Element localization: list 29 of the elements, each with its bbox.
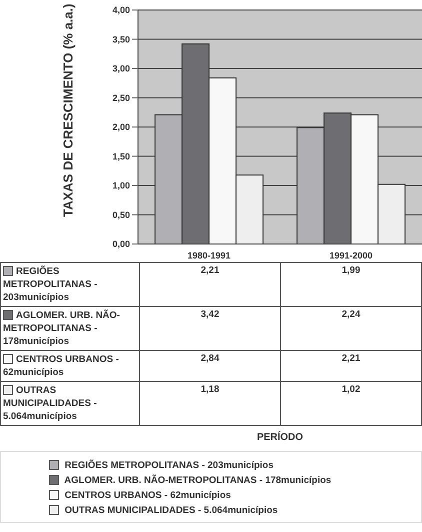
data-label: 1,99: [280, 262, 422, 306]
y-axis-title: TAXAS DE CRESCIMENTO (% a.a.): [60, 4, 76, 217]
legend-label: AGLOMER. URB. NÃO-METROPOLITANAS - 178municípios: [0, 306, 140, 350]
data-label: 2,21: [140, 262, 280, 306]
data-label: 2,24: [280, 306, 422, 350]
y-tick-label: 1,00: [112, 180, 130, 191]
y-tick-label: 0,50: [112, 210, 130, 220]
text: PERÍODO: [256, 432, 304, 443]
x-tick-label: 1991-2000: [329, 250, 373, 260]
data-label: 2,84: [140, 350, 280, 382]
legend-label: OUTRAS MUNICIPALIDADES - 5.064municípios: [0, 382, 140, 426]
y-tick-label: 3,00: [112, 64, 130, 74]
legend-label: CENTROS URBANOS - 62municípios: [0, 350, 140, 382]
y-tick-label: 3,50: [112, 34, 130, 44]
y-tick-label: 1,50: [112, 151, 130, 162]
y-tick-label: 0,00: [112, 239, 130, 250]
y-tick-label: 4,00: [112, 5, 130, 16]
data-label: 1,18: [140, 382, 280, 426]
data-label: 1,02: [280, 382, 422, 426]
data-label: 3,42: [140, 306, 280, 350]
text: OUTRAS MUNICIPALIDADES - 5.064municípios: [64, 505, 278, 516]
y-tick-label: 2,00: [112, 122, 130, 132]
data-label: 2,21: [280, 350, 422, 382]
text: AGLOMER. URB. NÃO-METROPOLITANAS - 178municípios: [64, 475, 332, 486]
y-tick-label: 2,50: [112, 92, 130, 103]
text: CENTROS URBANOS - 62municípios: [64, 490, 231, 501]
legend-label: REGIÕES METROPOLITANAS - 203municípios: [0, 262, 140, 306]
text: REGIÕES METROPOLITANAS - 203municípios: [64, 460, 274, 471]
x-tick-label: 1980-1991: [187, 250, 231, 260]
